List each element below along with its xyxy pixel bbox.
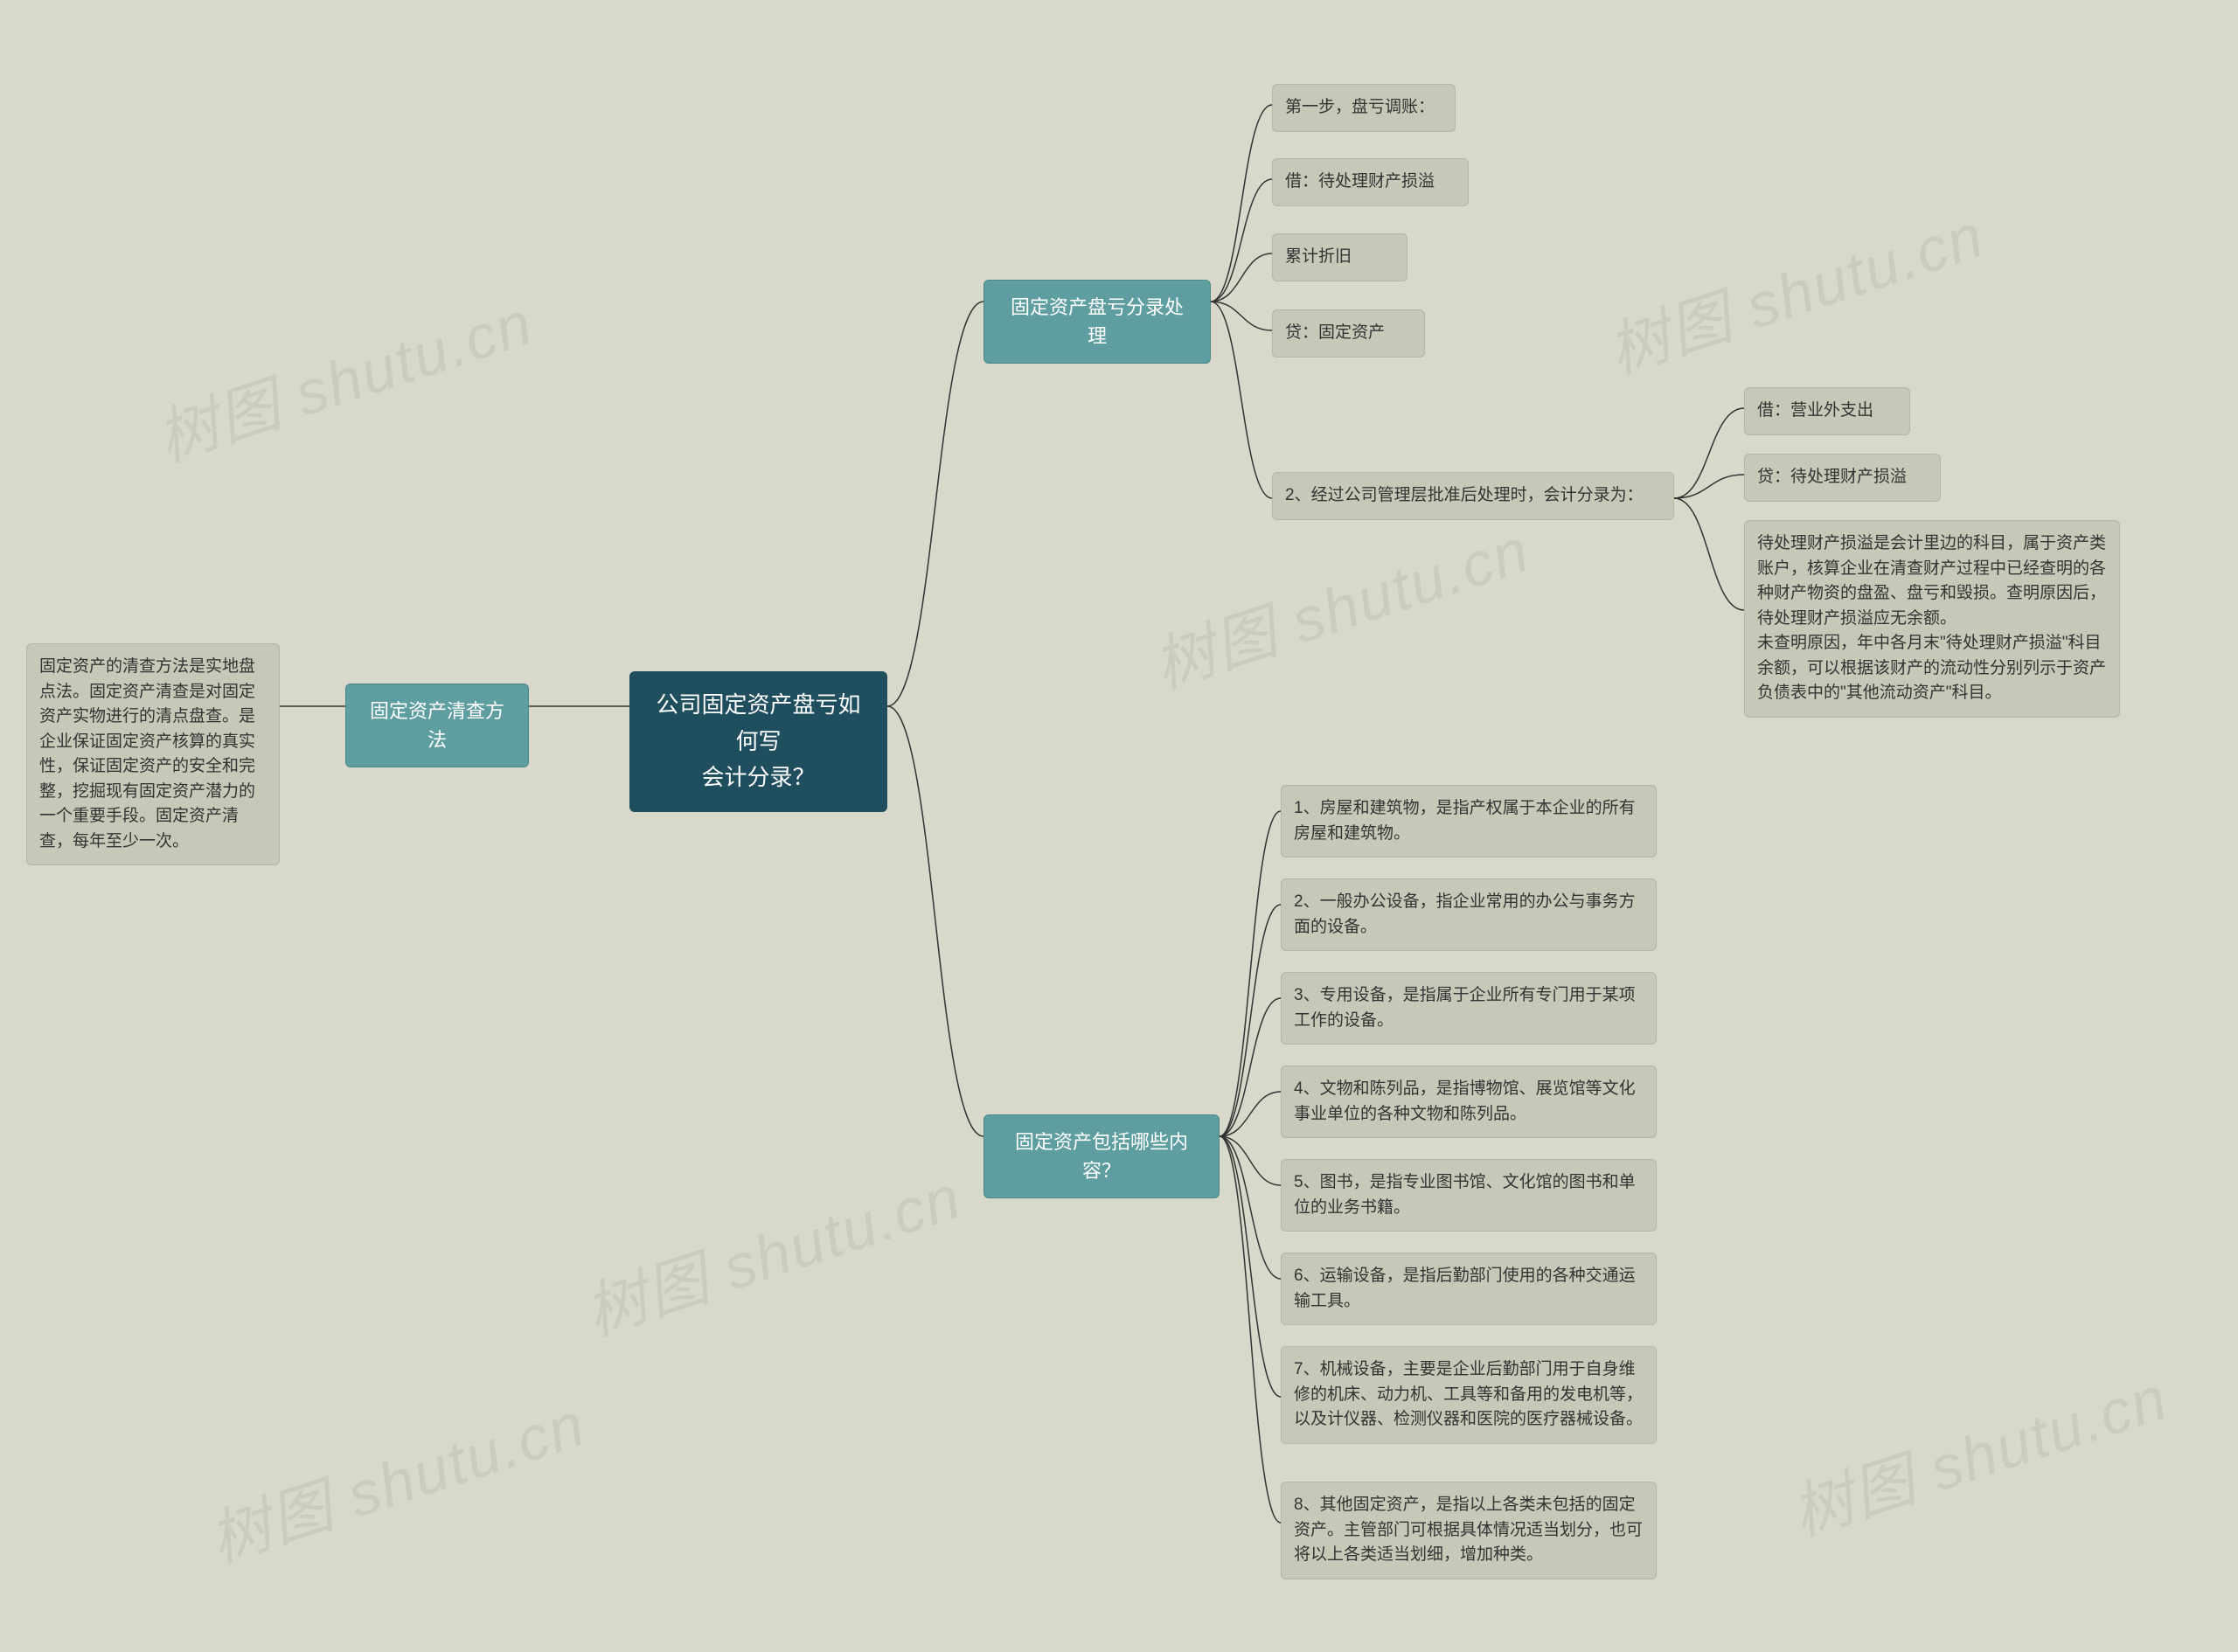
leaf-type2: 2、一般办公设备，指企业常用的办公与事务方面的设备。 [1281, 878, 1657, 951]
leaf-inspection-desc: 固定资产的清查方法是实地盘点法。固定资产清查是对固定资产实物进行的清点盘查。是企… [26, 643, 280, 865]
leaf-type3: 3、专用设备，是指属于企业所有专门用于某项工作的设备。 [1281, 972, 1657, 1045]
branch-asset-types: 固定资产包括哪些内容？ [983, 1114, 1220, 1198]
subbranch-approval: 2、经过公司管理层批准后处理时，会计分录为： [1272, 472, 1674, 520]
leaf-type1: 1、房屋和建筑物，是指产权属于本企业的所有房屋和建筑物。 [1281, 785, 1657, 857]
leaf-type8: 8、其他固定资产，是指以上各类未包括的固定资产。主管部门可根据具体情况适当划分，… [1281, 1482, 1657, 1579]
leaf-step1: 第一步，盘亏调账： [1272, 84, 1456, 132]
leaf-explanation: 待处理财产损溢是会计里边的科目，属于资产类账户，核算企业在清查财产过程中已经查明… [1744, 520, 2120, 718]
root-node: 公司固定资产盘亏如何写 会计分录？ [629, 671, 887, 812]
leaf-type7: 7、机械设备，主要是企业后勤部门用于自身维修的机床、动力机、工具等和备用的发电机… [1281, 1346, 1657, 1444]
watermark: 树图 shutu.cn [1141, 502, 1539, 706]
leaf-type6: 6、运输设备，是指后勤部门使用的各种交通运输工具。 [1281, 1253, 1657, 1325]
leaf-type5: 5、图书，是指专业图书馆、文化馆的图书和单位的业务书籍。 [1281, 1159, 1657, 1232]
branch-inspection-method: 固定资产清查方法 [345, 684, 529, 767]
watermark: 树图 shutu.cn [573, 1149, 970, 1353]
leaf-credit2: 贷：待处理财产损溢 [1744, 454, 1941, 502]
watermark: 树图 shutu.cn [144, 274, 542, 479]
leaf-type4: 4、文物和陈列品，是指博物馆、展览馆等文化事业单位的各种文物和陈列品。 [1281, 1065, 1657, 1138]
root-label: 公司固定资产盘亏如何写 会计分录？ [652, 687, 865, 796]
leaf-credit1: 贷：固定资产 [1272, 309, 1425, 357]
mindmap-connectors [0, 0, 2238, 1652]
watermark: 树图 shutu.cn [197, 1376, 594, 1580]
branch-loss-entry: 固定资产盘亏分录处理 [983, 280, 1211, 364]
leaf-debit1: 借：待处理财产损溢 [1272, 158, 1469, 206]
leaf-debit2: 借：营业外支出 [1744, 387, 1910, 435]
leaf-depreciation: 累计折旧 [1272, 233, 1407, 281]
watermark: 树图 shutu.cn [1779, 1350, 2177, 1554]
watermark: 树图 shutu.cn [1595, 187, 1993, 392]
